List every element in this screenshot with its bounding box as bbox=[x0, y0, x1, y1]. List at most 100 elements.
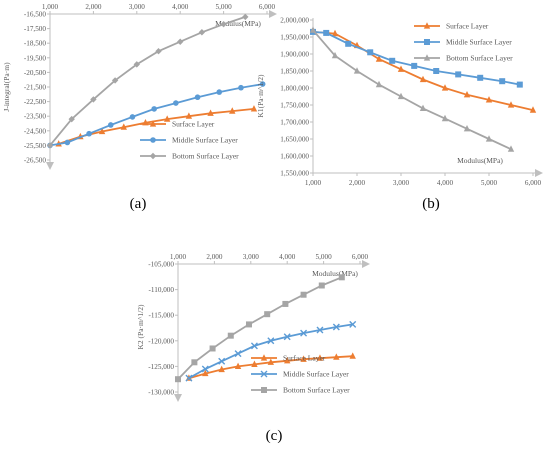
series-1-point bbox=[433, 68, 440, 74]
y-tick-label: -23,500 bbox=[24, 113, 47, 121]
x-tick-label: 4,000 bbox=[279, 253, 296, 261]
series-2-point bbox=[318, 282, 325, 289]
series-0-point bbox=[316, 354, 324, 361]
legend-marker-1 bbox=[150, 137, 156, 143]
series-2-point bbox=[282, 300, 289, 307]
legend-label-1: Middle Surface Layer bbox=[172, 136, 238, 145]
series-2-point bbox=[133, 61, 140, 68]
y-tick-label: -110,000 bbox=[149, 286, 175, 294]
x-tick-label: 3,000 bbox=[129, 3, 146, 11]
legend-marker-2 bbox=[261, 387, 267, 393]
series-line-2 bbox=[177, 276, 343, 380]
series-2-point bbox=[419, 104, 427, 111]
series-2-point bbox=[155, 48, 162, 55]
series-1-point bbox=[86, 130, 92, 137]
series-2-point bbox=[485, 135, 493, 142]
series-0-point bbox=[267, 358, 275, 365]
legend-label-2: Bottom Surface Layer bbox=[172, 152, 239, 161]
series-1-point bbox=[455, 71, 462, 78]
x-axis-arrow bbox=[362, 260, 370, 268]
series-1-point bbox=[259, 81, 266, 87]
y-tick-label: -17,500 bbox=[24, 25, 47, 33]
series-0-point bbox=[234, 362, 242, 369]
series-0-point bbox=[463, 91, 471, 98]
legend-marker-2 bbox=[149, 152, 157, 160]
series-0-point bbox=[229, 107, 236, 114]
series-2-point bbox=[198, 29, 206, 36]
x-tick-label: 5,000 bbox=[216, 3, 233, 11]
series-2-point bbox=[338, 274, 345, 281]
y-tick-label: -115,000 bbox=[149, 312, 175, 320]
legend-label-0: Surface Layer bbox=[446, 22, 489, 31]
y-tick-label: -130,000 bbox=[148, 389, 174, 397]
y-axis-label: K1(Pa·m^1/2) bbox=[256, 74, 265, 118]
y-axis-arrow bbox=[174, 394, 182, 402]
series-2-point bbox=[463, 125, 471, 132]
series-2-point bbox=[90, 96, 97, 103]
series-0-point bbox=[375, 55, 383, 62]
y-tick-label: -26,500 bbox=[24, 157, 47, 165]
series-0-point bbox=[207, 109, 214, 116]
caption-a: (a) bbox=[129, 196, 147, 212]
y-tick-label: 1,900,000 bbox=[280, 51, 309, 59]
x-tick-label: 5,000 bbox=[481, 179, 498, 187]
y-tick-label: -18,500 bbox=[24, 40, 47, 48]
x-tick-label: 4,000 bbox=[172, 3, 189, 11]
legend-marker-1 bbox=[260, 370, 268, 378]
y-tick-label: -22,500 bbox=[24, 98, 47, 106]
series-2-point bbox=[375, 80, 383, 88]
y-tick-label: -120,000 bbox=[148, 337, 174, 345]
x-tick-label: 6,000 bbox=[525, 179, 542, 187]
x-axis-arrow bbox=[535, 169, 543, 177]
series-1-point bbox=[173, 100, 179, 106]
series-1-point bbox=[151, 106, 157, 112]
series-1-point bbox=[477, 74, 484, 81]
y-tick-label: 1,600,000 bbox=[280, 153, 309, 161]
legend-marker-0 bbox=[423, 22, 431, 29]
y-tick-label: 1,550,000 bbox=[280, 170, 309, 178]
series-0-point bbox=[284, 356, 291, 364]
chart-0: -16,500 -17,500 -18,500 -19,500 -20,500 -21,5… bbox=[2, 3, 277, 170]
series-1-point bbox=[216, 89, 223, 95]
x-tick-label: 1,000 bbox=[42, 3, 59, 11]
series-0-point bbox=[250, 105, 258, 112]
y-tick-label: 1,650,000 bbox=[280, 136, 309, 144]
series-2-point bbox=[245, 321, 252, 328]
legend-marker-0 bbox=[149, 120, 157, 127]
y-tick-label: 2,000,000 bbox=[280, 17, 309, 25]
series-1-point bbox=[185, 374, 193, 382]
series-0-point bbox=[202, 369, 209, 377]
series-1-point bbox=[250, 342, 258, 350]
series-1-point bbox=[323, 29, 330, 36]
series-2-point bbox=[191, 359, 198, 366]
series-1-point bbox=[345, 40, 352, 47]
series-2-point bbox=[353, 67, 361, 74]
series-1-point bbox=[516, 81, 523, 88]
x-axis-arrow bbox=[269, 10, 277, 18]
series-0-point bbox=[529, 106, 537, 113]
x-tick-label: 3,000 bbox=[243, 253, 260, 261]
chart-2: -105,000 -110,000 -115,000 -120,000 -125,000… bbox=[136, 253, 370, 402]
x-tick-label: 2,000 bbox=[206, 253, 223, 261]
series-1-point bbox=[238, 84, 244, 91]
series-0-point bbox=[441, 84, 449, 91]
legend-label-0: Surface Layer bbox=[283, 354, 326, 363]
series-0-point bbox=[185, 112, 193, 119]
series-0-point bbox=[98, 127, 106, 135]
series-1-point bbox=[107, 122, 114, 128]
series-2-point bbox=[177, 38, 184, 45]
x-tick-label: 5,000 bbox=[316, 253, 333, 261]
series-1-point bbox=[332, 323, 340, 331]
series-0-point bbox=[485, 96, 493, 103]
series-0-point bbox=[349, 352, 356, 359]
series-1-point bbox=[349, 320, 357, 328]
series-2-point bbox=[46, 142, 54, 149]
x-tick-label: 4,000 bbox=[437, 179, 454, 187]
series-1-point bbox=[267, 337, 275, 345]
series-2-point bbox=[227, 332, 234, 339]
series-0-point bbox=[120, 123, 127, 130]
y-axis-arrow bbox=[46, 162, 54, 170]
chart-1: 2,000,000 1,950,000 1,900,000 1,850,000 1,80… bbox=[256, 17, 543, 187]
